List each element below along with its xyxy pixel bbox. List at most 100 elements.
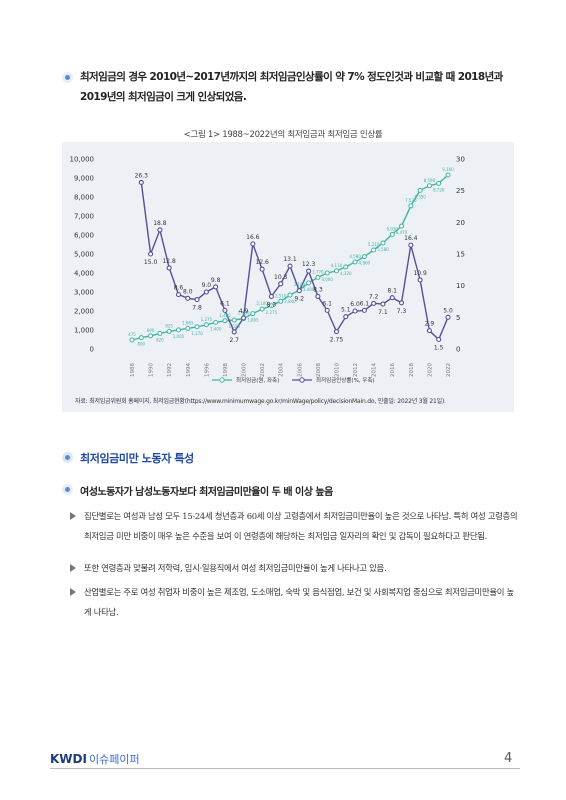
wage-data-label: 3,100 xyxy=(294,282,306,287)
paragraph-text: 산업별로는 주로 여성 취업자 비중이 높은 제조업, 도소매업, 숙박 및 음… xyxy=(84,587,514,617)
wage-data-label: 1,275 xyxy=(201,317,213,322)
right-axis-tick-label: 30 xyxy=(456,156,465,164)
wage-data-label: 6,470 xyxy=(396,230,408,235)
x-tick-label: 1988 xyxy=(130,363,136,377)
wage-point xyxy=(231,317,237,323)
rate-data-label: 12.8 xyxy=(162,258,176,265)
wage-data-label: 8,350 xyxy=(414,194,426,199)
figure-title: <그림 1> 1988~2022년의 최저임금과 최저임금 인상률 xyxy=(183,130,383,140)
rate-data-label: 2.7 xyxy=(229,337,239,344)
left-axis-tick-label: 7,000 xyxy=(74,213,94,221)
rate-point xyxy=(194,297,200,303)
rate-point xyxy=(417,277,423,283)
wage-point xyxy=(306,280,312,286)
rate-point xyxy=(389,295,395,301)
subheading: 여성노동자가 남성노동자보다 최저임금미만율이 두 배 이상 높음 xyxy=(80,487,333,498)
logo-main: KWDI xyxy=(50,752,87,766)
wage-data-label: 1,170 xyxy=(191,331,203,336)
rate-data-label: 5.0 xyxy=(443,307,453,314)
rate-point xyxy=(445,314,451,320)
rate-point xyxy=(287,263,293,269)
rate-data-label: 1.5 xyxy=(434,345,444,352)
page-number: 4 xyxy=(504,751,513,766)
wage-point xyxy=(259,306,265,312)
rate-data-label: 2.9 xyxy=(425,321,435,328)
rate-point xyxy=(166,265,172,271)
wage-data-label: 4,000 xyxy=(321,277,333,282)
rate-data-label: 2.75 xyxy=(330,337,344,344)
wage-data-label: 1,485 xyxy=(219,313,231,318)
wage-data-label: 2,275 xyxy=(266,310,278,315)
wage-point xyxy=(371,247,377,253)
wage-point xyxy=(138,335,144,341)
wage-point xyxy=(361,254,367,260)
rate-point xyxy=(380,301,386,307)
rate-point xyxy=(352,308,358,314)
figure-source: 자료: 최저임금위원회 홈페이지, 최저임금현황(https://www.min… xyxy=(75,398,446,405)
wage-point xyxy=(408,203,414,209)
wage-point xyxy=(426,183,432,189)
rate-data-label: 8.1 xyxy=(387,288,397,295)
wage-point xyxy=(250,311,256,317)
rate-point xyxy=(343,314,349,320)
wage-point xyxy=(129,337,135,343)
rate-point xyxy=(324,307,330,313)
wage-data-label: 1,400 xyxy=(210,326,222,331)
x-tick-label: 2020 xyxy=(427,363,433,377)
wage-point xyxy=(148,333,154,339)
lead-text: 최저임금의 경우 2010년~2017년까지의 최저임금인상률이 약 7% 정도… xyxy=(80,71,503,103)
rate-data-label: 6.1 xyxy=(360,300,370,307)
rate-point xyxy=(408,242,414,248)
wage-data-label: 1,005 xyxy=(173,334,185,339)
wage-point xyxy=(352,259,358,265)
right-axis-tick-label: 0 xyxy=(456,346,460,354)
left-axis-tick-label: 9,000 xyxy=(74,175,94,183)
rate-point xyxy=(175,291,182,298)
left-axis-tick-label: 3,000 xyxy=(74,289,94,297)
rate-data-label: 8.0 xyxy=(183,288,193,295)
rate-data-label: 12.3 xyxy=(302,261,316,268)
right-axis-tick-label: 15 xyxy=(456,251,465,259)
x-tick-label: 2016 xyxy=(390,363,396,377)
wage-data-label: 1,085 xyxy=(182,320,194,325)
wage-data-label: 9,160 xyxy=(442,167,454,172)
figure-panel: 0 1,000 2,000 3,000 4,000 5,000 6,000 7,000 8,00… xyxy=(62,142,514,412)
rate-point xyxy=(296,288,302,294)
wage-point xyxy=(222,318,228,324)
left-axis-tick-label: 0 xyxy=(90,346,94,354)
left-axis-tick-label: 1,000 xyxy=(74,327,94,335)
x-tick-label: 2022 xyxy=(446,363,452,377)
wage-data-label: 4,110 xyxy=(331,263,343,268)
x-tick-label: 2010 xyxy=(334,363,340,377)
wage-data-label: 7,530 xyxy=(405,198,417,203)
wage-data-label: 2,100 xyxy=(256,301,268,306)
rate-point xyxy=(250,241,256,247)
wage-point xyxy=(278,298,284,304)
rate-point xyxy=(361,307,367,313)
wage-point xyxy=(380,240,386,246)
wage-point xyxy=(268,303,274,309)
rate-point xyxy=(185,295,191,301)
paragraph-3: 산업별로는 주로 여성 취업자 비중이 높은 제조업, 도소매업, 숙박 및 음… xyxy=(70,582,520,622)
rate-data-label: 5.1 xyxy=(341,307,351,314)
rate-data-label: 8.6 xyxy=(174,285,184,292)
wage-data-label: 5,580 xyxy=(377,247,389,252)
logo-sub: 이슈페이퍼 xyxy=(88,753,140,766)
left-axis-tick-label: 8,000 xyxy=(74,194,94,202)
right-axis-tick-label: 5 xyxy=(456,314,460,322)
wage-point xyxy=(203,322,209,328)
x-tick-label: 2004 xyxy=(279,363,285,377)
rate-data-label: 12.6 xyxy=(255,259,269,266)
wage-data-label: 2,510 xyxy=(275,293,287,298)
wage-point xyxy=(399,223,405,229)
wage-point xyxy=(185,325,191,331)
wage-data-label: 4,860 xyxy=(359,261,371,266)
rate-point xyxy=(240,315,247,321)
rate-data-label: 16.4 xyxy=(404,235,418,242)
rate-data-label: 6.1 xyxy=(322,300,332,307)
wage-data-label: 8,720 xyxy=(433,187,445,192)
x-tick-label: 2008 xyxy=(316,363,322,377)
left-axis-tick-label: 5,000 xyxy=(74,251,94,259)
left-axis-tick-label: 6,000 xyxy=(74,232,94,240)
wage-data-label: 8,590 xyxy=(424,178,436,183)
